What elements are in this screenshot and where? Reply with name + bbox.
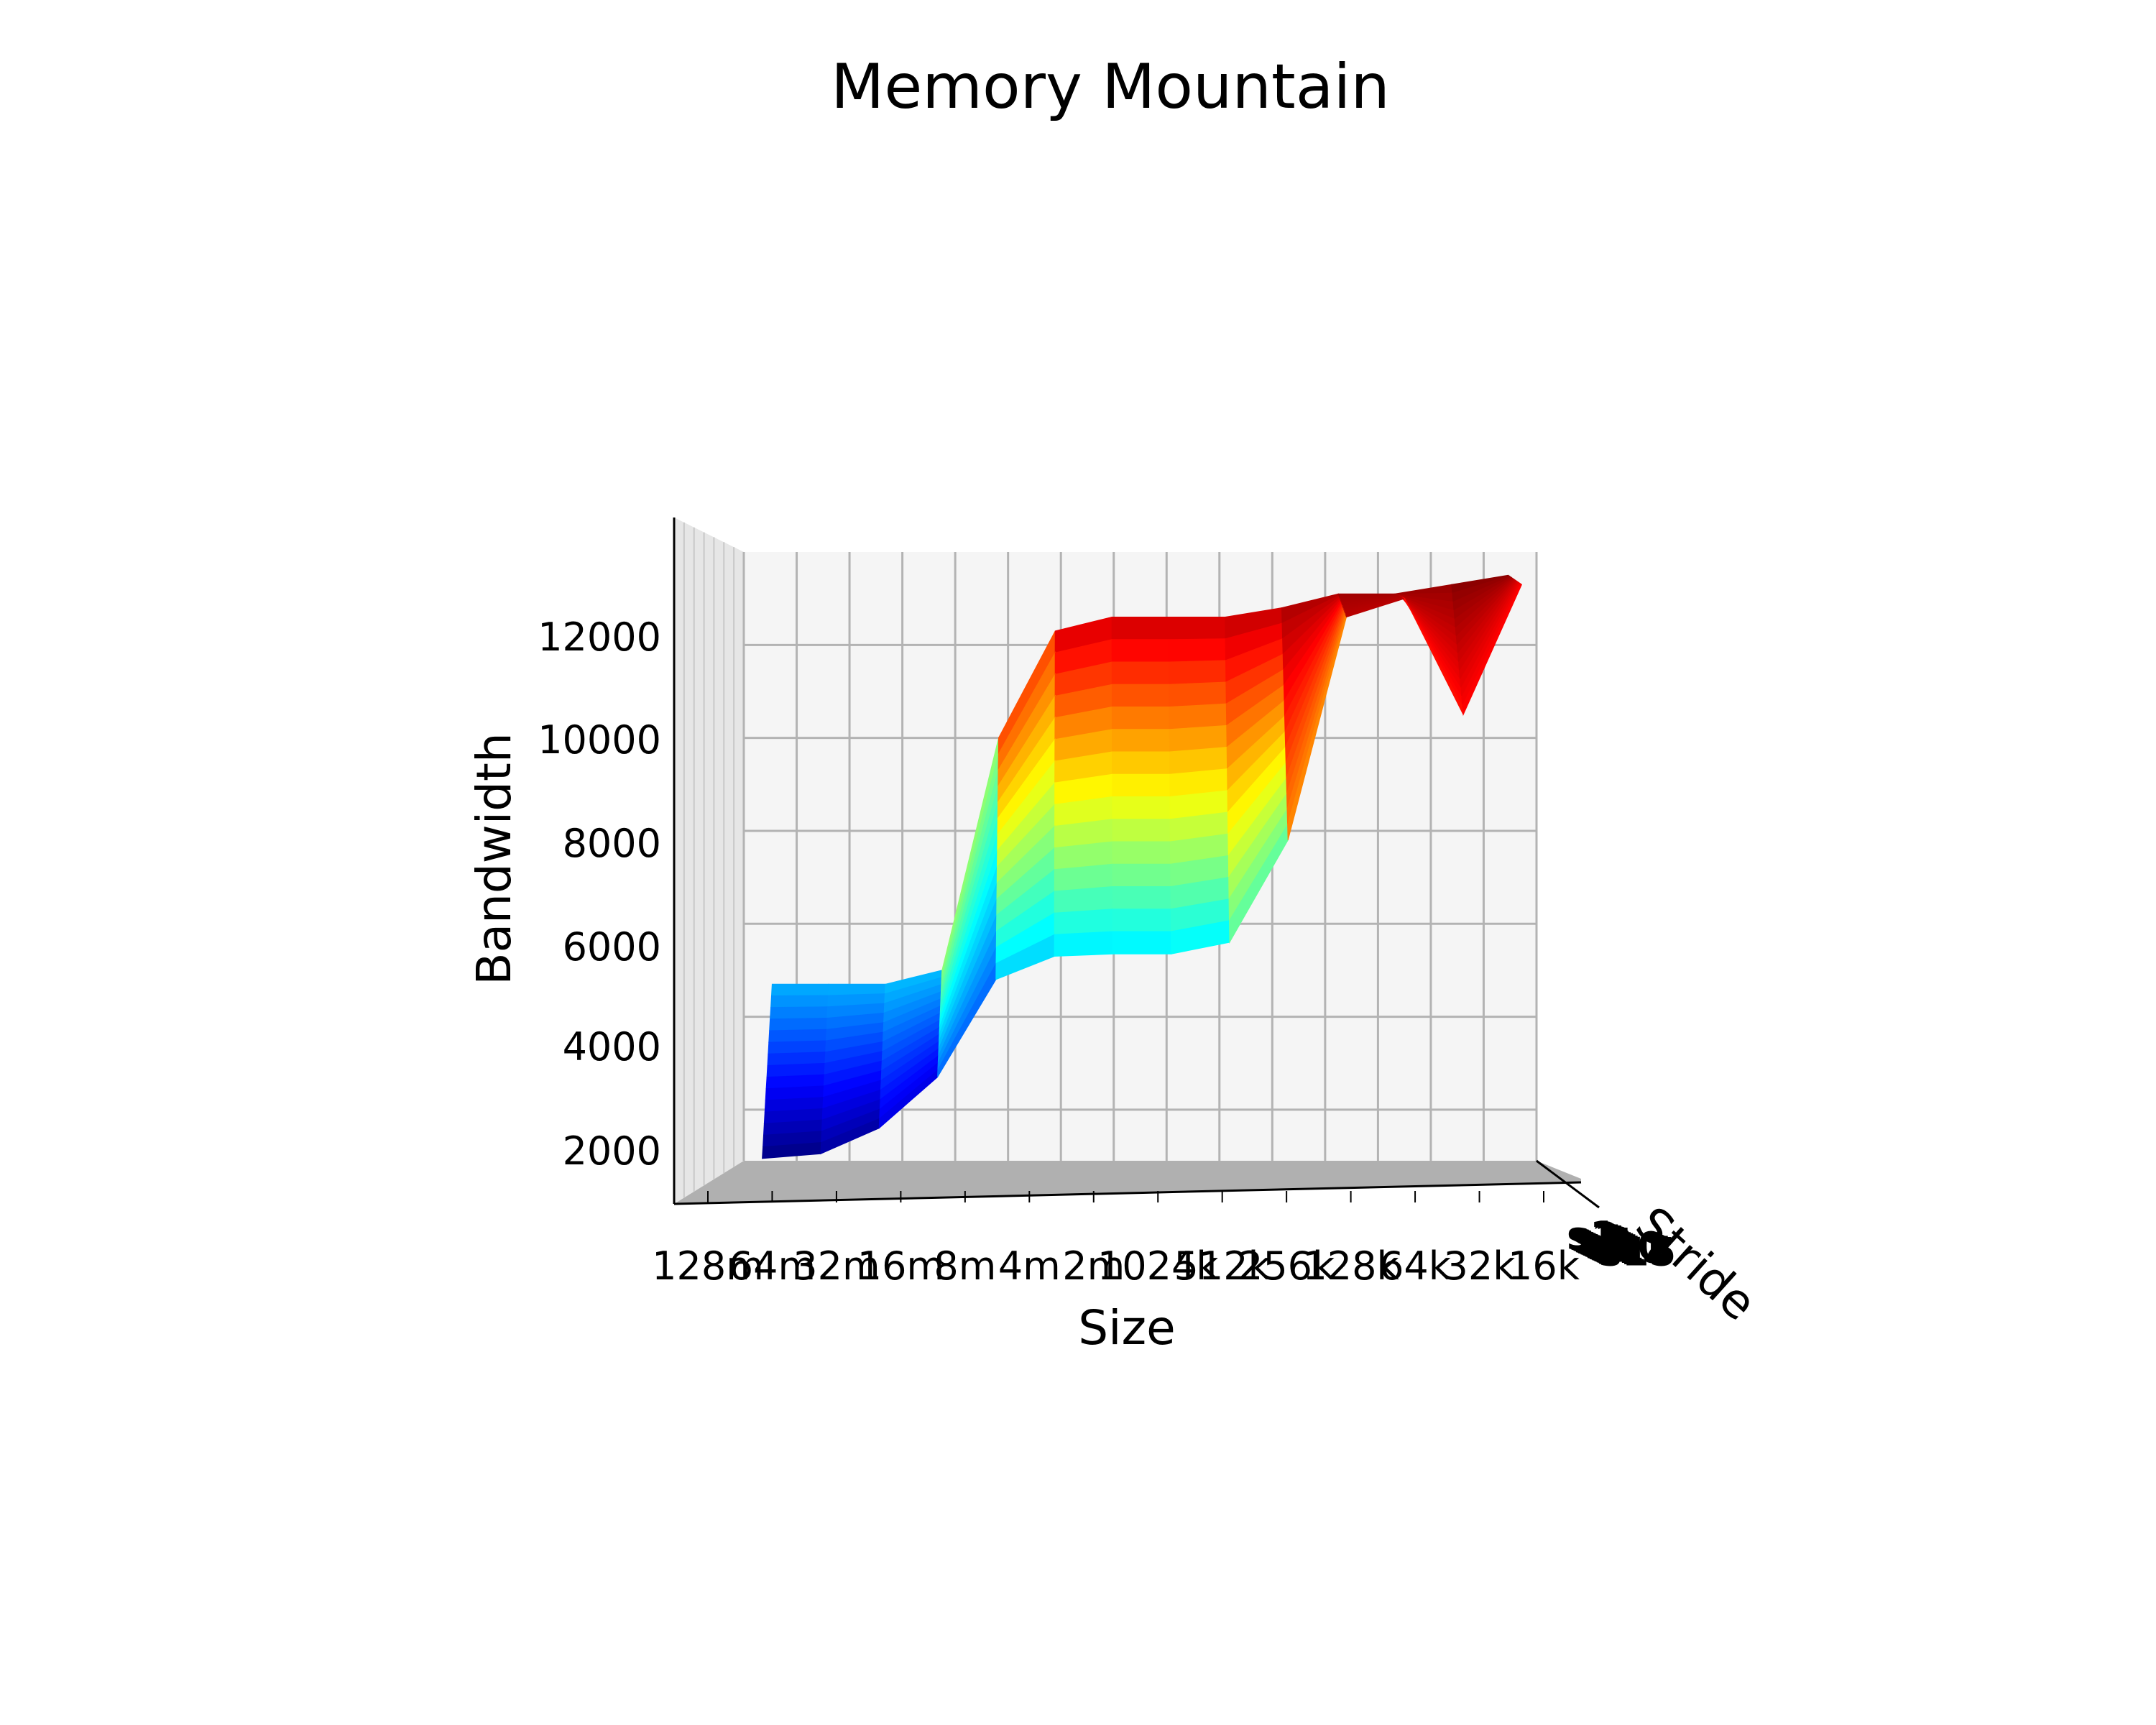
x-tick-label: 2m: [1062, 1243, 1125, 1289]
y-tick-label: s15: [1599, 1229, 1676, 1274]
x-axis-line: [673, 1181, 1582, 1205]
surface-facet: [769, 1017, 828, 1031]
surface-facet: [1112, 841, 1171, 865]
surface-facet: [1112, 863, 1171, 887]
surface-facet: [1112, 886, 1171, 910]
x-tick-label: 512k: [1174, 1243, 1271, 1289]
axis-lines: [673, 518, 1600, 1209]
z-tick-label: 4000: [563, 1024, 661, 1070]
y-tick-label: s12: [1592, 1226, 1669, 1271]
y-tick-label: s8: [1583, 1221, 1633, 1266]
surface-facet: [1462, 583, 1523, 717]
surface-facet: [1054, 886, 1113, 914]
surface-facet: [1111, 684, 1170, 707]
z-tick-label: 6000: [563, 924, 661, 970]
x-tick-label: 32k: [1444, 1243, 1516, 1289]
chart-title: Memory Mountain: [831, 51, 1390, 123]
surface-facet: [1054, 931, 1113, 957]
z-tick-label: 8000: [563, 821, 661, 866]
x-tick-label: 256k: [1238, 1243, 1335, 1289]
z-tick-label: 10000: [538, 717, 661, 763]
floor-pane: [674, 1161, 1581, 1204]
surface-facet: [1111, 617, 1169, 640]
surface-facet: [1111, 729, 1170, 753]
surface-facet: [1112, 796, 1171, 820]
surface-facet: [1169, 703, 1227, 730]
surface-facet: [1112, 773, 1171, 797]
z-tick-label: 2000: [563, 1128, 661, 1174]
y-tick-label: s13: [1594, 1227, 1671, 1272]
x-axis-label: Size: [1078, 1300, 1175, 1356]
y-tick-label: s5: [1576, 1218, 1626, 1263]
surface-facet: [768, 1040, 826, 1054]
surface-facet: [1168, 617, 1226, 640]
y-axis-line: [1536, 1159, 1600, 1209]
x-tick-label: 1024k: [1097, 1243, 1219, 1289]
x-tick-label: 4m: [998, 1243, 1061, 1289]
y-tick-label: s6: [1578, 1219, 1628, 1264]
left-pane: [674, 518, 744, 1204]
surface-facet: [1168, 660, 1227, 685]
surface-facet: [1111, 661, 1170, 685]
surface-facet: [1111, 707, 1170, 730]
y-tick-label: s10: [1588, 1223, 1664, 1269]
x-tick-label: 64k: [1379, 1243, 1452, 1289]
surface-facet: [1168, 638, 1227, 663]
surface-facet: [768, 1029, 827, 1043]
surface-facet: [1112, 931, 1172, 954]
y-tick-label: s2: [1569, 1215, 1619, 1260]
y-tick-label: s9: [1585, 1223, 1636, 1268]
x-tick-label: 64m: [729, 1243, 816, 1289]
surface-facet: [1054, 908, 1113, 935]
y-tick-label: s7: [1580, 1220, 1631, 1266]
surface-facet: [1112, 751, 1171, 775]
surface-facet: [1111, 639, 1169, 663]
surface-facet: [1112, 819, 1171, 842]
y-tick-label: s11: [1590, 1225, 1667, 1270]
z-tick-label: 12000: [538, 615, 661, 660]
surface-facet: [770, 983, 829, 997]
x-tick-label: 128k: [1302, 1243, 1399, 1289]
z-axis-label: Bandwidth: [466, 732, 522, 985]
surface-facet: [770, 995, 829, 1008]
x-tick-label: 32m: [793, 1243, 880, 1289]
y-tick-label: s3: [1571, 1215, 1621, 1261]
y-tick-label: s14: [1597, 1228, 1674, 1274]
x-tick-label: 8m: [934, 1243, 996, 1289]
z-tick-labels: 2000 4000 6000 8000 10000 12000: [538, 615, 661, 1174]
x-tick-label: 16k: [1508, 1243, 1580, 1289]
y-tick-label: s4: [1574, 1217, 1624, 1262]
surface-facet: [1169, 681, 1227, 708]
surface-facet: [770, 1006, 829, 1020]
surface-facet: [1112, 908, 1171, 932]
surface-plot: [762, 574, 1523, 1159]
y-tick-label: s1: [1567, 1213, 1617, 1259]
x-tick-label: 16m: [857, 1243, 944, 1289]
x-tick-label: 128m: [652, 1243, 764, 1289]
